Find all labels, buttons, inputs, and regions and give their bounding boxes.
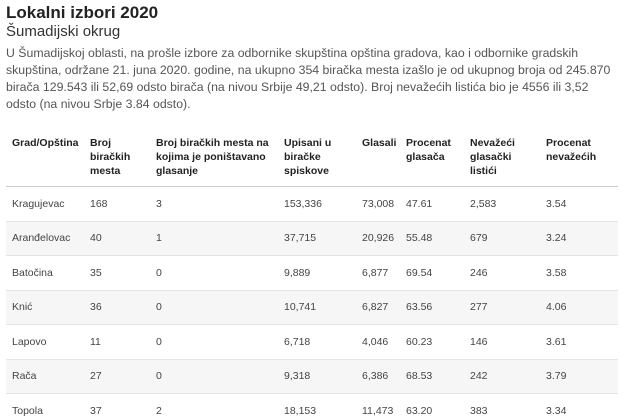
table-cell: Topola: [6, 393, 84, 420]
table-cell: 18,153: [278, 393, 356, 420]
column-header: Procenat glasača: [400, 134, 464, 187]
table-row: Topola 37 2 18,153 11,473 63.20 383 3.34: [6, 393, 618, 420]
table-cell: Rača: [6, 359, 84, 394]
table-cell: Kragujevac: [6, 186, 84, 222]
table-cell: 0: [150, 359, 278, 394]
title: Lokalni izbori 2020: [6, 3, 159, 22]
table-cell: 3.58: [540, 255, 618, 291]
table-cell: 27: [84, 359, 150, 394]
table-row: Kragujevac 168 3 153,336 73,008 47.61 2,583 3.5…: [6, 186, 618, 222]
table-cell: 2: [150, 393, 278, 420]
table-cell: 3.34: [540, 393, 618, 420]
subtitle: Šumadijski okrug: [6, 23, 121, 40]
table-cell: 20,926: [356, 221, 400, 256]
header-row: Grad/Opština Broj biračkih mesta Broj bira…: [6, 134, 618, 187]
table-cell: 0: [150, 255, 278, 291]
table-cell: 4.06: [540, 290, 618, 325]
table-cell: 3.24: [540, 221, 618, 256]
column-header: Upisani u biračke spiskove: [278, 134, 356, 187]
table-cell: 277: [464, 290, 540, 325]
table-cell: 146: [464, 324, 540, 360]
table-cell: 6,386: [356, 359, 400, 394]
description: U Šumadijskoj oblasti, na prošle izbore …: [6, 46, 611, 111]
table-cell: 242: [464, 359, 540, 394]
table-cell: 9,889: [278, 255, 356, 291]
table-cell: 6,718: [278, 324, 356, 360]
table-row: Lapovo 11 0 6,718 4,046 60.23 146 3.61: [6, 324, 618, 360]
table-cell: 10,741: [278, 290, 356, 325]
column-header: Glasali: [356, 134, 400, 187]
table-row: Rača 27 0 9,318 6,386 68.53 242 3.79: [6, 359, 618, 394]
column-header: Broj biračkih mesta na kojima je poništa…: [150, 134, 278, 187]
table-cell: 153,336: [278, 186, 356, 222]
table-cell: 6,877: [356, 255, 400, 291]
table-cell: 3.79: [540, 359, 618, 394]
table-cell: 679: [464, 221, 540, 256]
table-body: Kragujevac 168 3 153,336 73,008 47.61 2,583 3.5…: [6, 186, 618, 420]
table-cell: 0: [150, 290, 278, 325]
table-cell: 246: [464, 255, 540, 291]
table-cell: Batočina: [6, 255, 84, 291]
table-cell: 3.54: [540, 186, 618, 222]
table-cell: 11: [84, 324, 150, 360]
table-cell: 55.48: [400, 221, 464, 256]
table-cell: 168: [84, 186, 150, 222]
table-cell: 1: [150, 221, 278, 256]
table-row: Aranđelovac 40 1 37,715 20,926 55.48 679 3.24: [6, 221, 618, 256]
table-cell: Aranđelovac: [6, 221, 84, 256]
table-cell: 63.56: [400, 290, 464, 325]
table-cell: 47.61: [400, 186, 464, 222]
table-cell: 2,583: [464, 186, 540, 222]
table-cell: 73,008: [356, 186, 400, 222]
table-cell: 4,046: [356, 324, 400, 360]
table-cell: 6,827: [356, 290, 400, 325]
table-cell: 69.54: [400, 255, 464, 291]
table-cell: 36: [84, 290, 150, 325]
table-cell: 383: [464, 393, 540, 420]
table-cell: 35: [84, 255, 150, 291]
table-cell: 0: [150, 324, 278, 360]
table-cell: 11,473: [356, 393, 400, 420]
column-header: Procenat nevažećih: [540, 134, 618, 187]
table-cell: 63.20: [400, 393, 464, 420]
table-row: Batočina 35 0 9,889 6,877 69.54 246 3.58: [6, 255, 618, 291]
table-cell: Lapovo: [6, 324, 84, 360]
table-cell: 40: [84, 221, 150, 256]
table-cell: 60.23: [400, 324, 464, 360]
column-header: Grad/Opština: [6, 134, 84, 187]
table-cell: 37: [84, 393, 150, 420]
column-header: Broj biračkih mesta: [84, 134, 150, 187]
table-cell: 9,318: [278, 359, 356, 394]
table-cell: 3.61: [540, 324, 618, 360]
table-cell: 3: [150, 186, 278, 222]
table-row: Knić 36 0 10,741 6,827 63.56 277 4.06: [6, 290, 618, 325]
results-table: Grad/Opština Broj biračkih mesta Broj bira…: [6, 134, 618, 420]
table-cell: Knić: [6, 290, 84, 325]
table-cell: 37,715: [278, 221, 356, 256]
column-header: Nevažeći glasački listići: [464, 134, 540, 187]
table-cell: 68.53: [400, 359, 464, 394]
